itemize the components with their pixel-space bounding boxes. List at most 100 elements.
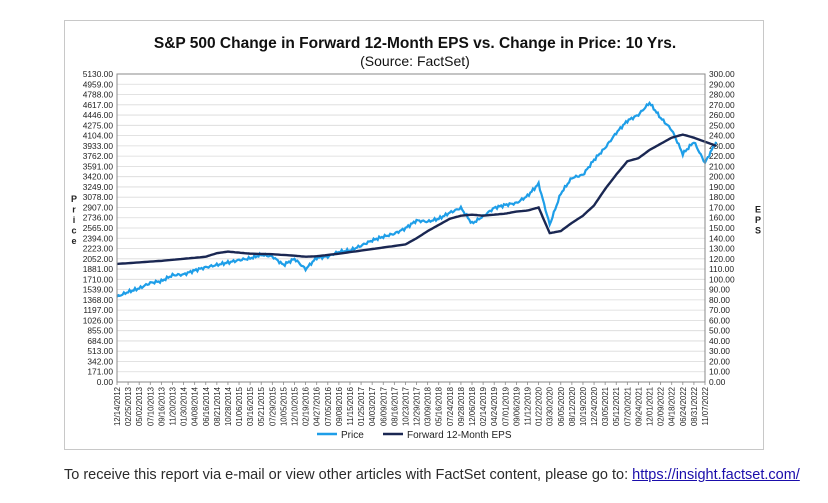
left-tick-label: 1881.00 xyxy=(83,264,114,274)
x-tick-label: 03/09/2018 xyxy=(424,387,433,426)
x-tick-label: 07/24/2018 xyxy=(446,387,455,426)
left-tick-label: 5130.00 xyxy=(83,69,114,79)
right-axis-ticks: 300.00290.00280.00270.00260.00250.00240.… xyxy=(709,69,735,387)
axis-label-char: E xyxy=(755,205,761,215)
x-tick-label: 01/25/2017 xyxy=(357,387,366,426)
x-tick-label: 03/16/2015 xyxy=(246,386,255,426)
left-tick-label: 3591.00 xyxy=(83,161,114,171)
x-tick-label: 03/05/2021 xyxy=(601,387,610,426)
right-tick-label: 220.00 xyxy=(709,151,735,161)
right-tick-label: 170.00 xyxy=(709,202,735,212)
x-tick-label: 07/01/2019 xyxy=(501,387,510,426)
x-tick-label: 06/24/2022 xyxy=(679,387,688,426)
series-layer xyxy=(116,100,718,298)
right-tick-label: 300.00 xyxy=(709,69,735,79)
left-tick-label: 171.00 xyxy=(87,367,113,377)
legend-price-label: Price xyxy=(341,430,364,441)
x-tick-label: 05/02/2013 xyxy=(135,387,144,426)
left-tick-label: 2736.00 xyxy=(83,213,114,223)
footer-link[interactable]: https://insight.factset.com/ xyxy=(632,467,800,483)
right-tick-label: 30.00 xyxy=(709,346,730,356)
left-axis-ticks: 5130.004959.004788.004617.004446.004275.… xyxy=(83,69,114,387)
footer-text: To receive this report via e-mail or vie… xyxy=(64,467,629,483)
x-tick-label: 04/18/2022 xyxy=(668,387,677,426)
x-tick-label: 10/28/2014 xyxy=(224,386,233,426)
right-tick-label: 160.00 xyxy=(709,213,735,223)
right-tick-label: 190.00 xyxy=(709,182,735,192)
x-tick-label: 03/30/2020 xyxy=(546,386,555,426)
eps-series-line xyxy=(116,133,717,266)
x-tick-label: 04/27/2016 xyxy=(313,387,322,426)
right-tick-label: 150.00 xyxy=(709,223,735,233)
axis-label-char: S xyxy=(755,226,761,236)
right-tick-label: 50.00 xyxy=(709,326,730,336)
right-tick-label: 120.00 xyxy=(709,254,735,264)
x-tick-label: 09/08/2016 xyxy=(335,387,344,426)
left-tick-label: 1539.00 xyxy=(83,285,114,295)
x-tick-label: 09/06/2019 xyxy=(512,387,521,426)
axis-label-char: P xyxy=(71,194,77,204)
grid-layer xyxy=(117,73,705,383)
left-tick-label: 4788.00 xyxy=(83,90,114,100)
left-tick-label: 3420.00 xyxy=(83,172,114,182)
left-tick-label: 4959.00 xyxy=(83,79,114,89)
x-tick-label: 06/16/2014 xyxy=(202,386,211,426)
x-tick-label: 11/12/2019 xyxy=(523,387,532,425)
left-tick-label: 342.00 xyxy=(87,356,113,366)
left-tick-label: 3762.00 xyxy=(83,151,114,161)
left-tick-label: 2394.00 xyxy=(83,233,114,243)
right-tick-label: 230.00 xyxy=(709,141,735,151)
x-tick-label: 05/21/2015 xyxy=(257,386,266,426)
left-tick-label: 1026.00 xyxy=(83,315,114,325)
right-tick-label: 280.00 xyxy=(709,90,735,100)
x-tick-label: 09/24/2021 xyxy=(634,387,643,426)
left-tick-label: 0.00 xyxy=(97,377,114,387)
x-tick-label: 12/29/2017 xyxy=(413,387,422,426)
right-tick-label: 90.00 xyxy=(709,285,730,295)
right-tick-label: 130.00 xyxy=(709,244,735,254)
x-tick-label: 12/14/2012 xyxy=(113,387,122,426)
x-tick-label: 06/05/2020 xyxy=(557,386,566,426)
right-tick-label: 270.00 xyxy=(709,100,735,110)
x-tick-label: 10/05/2015 xyxy=(279,386,288,426)
left-tick-label: 3933.00 xyxy=(83,141,114,151)
x-axis-ticks: 12/14/2012 02/25/2013 05/02/2013 07/10/2013… xyxy=(113,382,710,426)
left-tick-label: 684.00 xyxy=(87,336,113,346)
x-tick-label: 04/24/2019 xyxy=(490,387,499,426)
left-tick-label: 2052.00 xyxy=(83,254,114,264)
right-tick-label: 260.00 xyxy=(709,110,735,120)
x-tick-label: 01/22/2020 xyxy=(535,386,544,426)
right-tick-label: 110.00 xyxy=(709,264,734,274)
x-tick-label: 07/05/2016 xyxy=(324,387,333,426)
right-tick-label: 100.00 xyxy=(709,274,735,284)
x-tick-label: 11/20/2013 xyxy=(168,387,177,425)
x-tick-label: 04/03/2017 xyxy=(368,387,377,426)
x-tick-label: 10/19/2020 xyxy=(579,386,588,426)
right-tick-label: 80.00 xyxy=(709,295,730,305)
chart-title: S&P 500 Change in Forward 12-Month EPS v… xyxy=(154,35,676,52)
left-tick-label: 1197.00 xyxy=(83,305,113,315)
right-tick-label: 210.00 xyxy=(709,161,735,171)
right-tick-label: 200.00 xyxy=(709,172,735,182)
x-tick-label: 07/20/2021 xyxy=(623,387,632,426)
left-tick-label: 4104.00 xyxy=(83,131,114,141)
x-tick-label: 05/12/2021 xyxy=(612,387,621,426)
chart-subtitle: (Source: FactSet) xyxy=(360,53,470,69)
axis-label-char: i xyxy=(73,215,76,225)
left-axis-label: Price xyxy=(71,194,77,246)
left-tick-label: 2907.00 xyxy=(83,202,114,212)
x-tick-label: 04/08/2014 xyxy=(191,386,200,426)
left-tick-label: 855.00 xyxy=(87,326,113,336)
left-tick-label: 3078.00 xyxy=(83,192,114,202)
x-tick-label: 02/19/2016 xyxy=(302,387,311,426)
right-axis-label: EPS xyxy=(755,205,761,236)
x-tick-label: 12/24/2020 xyxy=(590,386,599,426)
axis-label-char: e xyxy=(71,236,76,246)
x-tick-label: 11/15/2016 xyxy=(346,387,355,425)
x-tick-label: 08/31/2022 xyxy=(690,387,699,426)
x-tick-label: 09/28/2018 xyxy=(457,387,466,426)
x-tick-label: 11/07/2022 xyxy=(701,387,710,425)
x-tick-label: 01/30/2014 xyxy=(180,386,189,426)
left-tick-label: 4617.00 xyxy=(83,100,114,110)
left-tick-label: 3249.00 xyxy=(83,182,114,192)
